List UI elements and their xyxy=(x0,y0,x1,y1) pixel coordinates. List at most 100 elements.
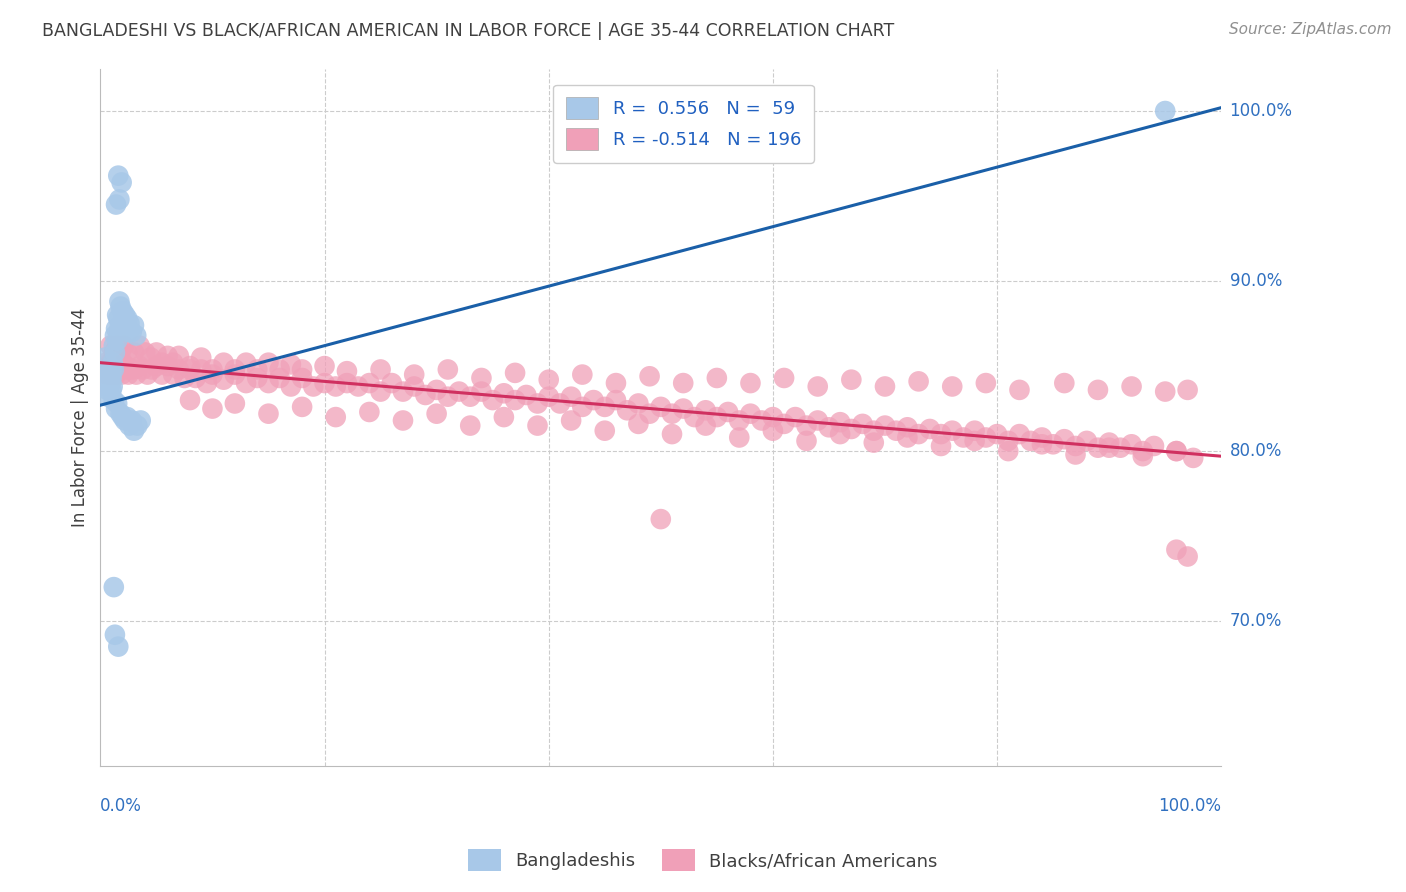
Point xyxy=(224,368,246,382)
Point xyxy=(118,317,141,331)
Point xyxy=(571,368,593,382)
Point xyxy=(100,383,122,397)
Point xyxy=(115,321,138,335)
Point xyxy=(650,400,672,414)
Point xyxy=(118,418,141,433)
Point xyxy=(122,318,145,333)
Point xyxy=(884,424,907,438)
Point xyxy=(841,373,863,387)
Point xyxy=(167,362,190,376)
Point xyxy=(717,405,740,419)
Point xyxy=(997,444,1019,458)
Point xyxy=(114,413,136,427)
Point xyxy=(347,379,370,393)
Point xyxy=(807,379,830,393)
Point xyxy=(98,379,121,393)
Point xyxy=(952,430,974,444)
Point xyxy=(492,410,515,425)
Point xyxy=(392,413,415,427)
Point xyxy=(201,401,224,416)
Point xyxy=(447,384,470,399)
Text: 70.0%: 70.0% xyxy=(1230,612,1282,630)
Point xyxy=(103,345,125,359)
Point xyxy=(873,379,896,393)
Point xyxy=(997,434,1019,448)
Text: 90.0%: 90.0% xyxy=(1230,272,1282,290)
Point xyxy=(492,386,515,401)
Point xyxy=(111,176,134,190)
Point xyxy=(706,410,728,425)
Point xyxy=(695,403,717,417)
Point xyxy=(94,379,117,393)
Point xyxy=(740,376,762,390)
Point xyxy=(110,407,132,421)
Point xyxy=(108,294,131,309)
Point xyxy=(111,410,134,425)
Point xyxy=(907,375,929,389)
Point xyxy=(257,407,280,421)
Point xyxy=(773,371,796,385)
Point xyxy=(672,376,695,390)
Point xyxy=(415,388,437,402)
Point xyxy=(1031,437,1053,451)
Point xyxy=(963,424,986,438)
Point xyxy=(98,371,121,385)
Point xyxy=(100,376,122,390)
Point xyxy=(627,396,650,410)
Point xyxy=(100,356,122,370)
Point xyxy=(201,362,224,376)
Point xyxy=(100,368,122,382)
Point xyxy=(974,376,997,390)
Point xyxy=(896,430,918,444)
Point xyxy=(114,308,136,322)
Point xyxy=(212,373,235,387)
Point xyxy=(129,413,152,427)
Point xyxy=(179,359,201,373)
Point xyxy=(107,362,129,376)
Point xyxy=(325,379,347,393)
Point xyxy=(111,368,134,382)
Point xyxy=(105,396,128,410)
Point xyxy=(246,371,269,385)
Point xyxy=(941,424,963,438)
Point xyxy=(470,384,492,399)
Point xyxy=(110,345,132,359)
Point xyxy=(103,339,125,353)
Point xyxy=(1076,434,1098,448)
Point xyxy=(105,359,128,373)
Point xyxy=(291,371,314,385)
Point xyxy=(1008,427,1031,442)
Point xyxy=(117,325,139,339)
Point xyxy=(963,434,986,448)
Point xyxy=(404,368,426,382)
Point xyxy=(280,357,302,371)
Point xyxy=(426,383,449,397)
Text: 100.0%: 100.0% xyxy=(1230,102,1292,120)
Point xyxy=(481,393,503,408)
Point xyxy=(141,362,163,376)
Point xyxy=(280,379,302,393)
Point xyxy=(1098,435,1121,450)
Point xyxy=(190,362,212,376)
Point xyxy=(986,427,1008,442)
Point xyxy=(862,435,884,450)
Y-axis label: In Labor Force | Age 35-44: In Labor Force | Age 35-44 xyxy=(72,308,89,526)
Point xyxy=(458,418,481,433)
Point xyxy=(392,384,415,399)
Point xyxy=(117,368,139,382)
Point xyxy=(111,304,134,318)
Point xyxy=(571,400,593,414)
Point xyxy=(100,362,122,376)
Point xyxy=(195,376,218,390)
Point xyxy=(112,315,135,329)
Point xyxy=(706,371,728,385)
Text: 100.0%: 100.0% xyxy=(1159,797,1222,815)
Point xyxy=(96,383,118,397)
Point xyxy=(105,321,128,335)
Point xyxy=(156,349,179,363)
Point xyxy=(156,359,179,373)
Point xyxy=(291,362,314,376)
Point xyxy=(105,339,128,353)
Point xyxy=(139,351,162,365)
Point xyxy=(796,434,818,448)
